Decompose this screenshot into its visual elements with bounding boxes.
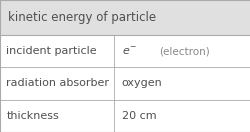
Bar — [0, 35, 250, 67]
Bar — [0, 67, 250, 100]
Text: $\mathit{e}^{-}$: $\mathit{e}^{-}$ — [121, 46, 136, 57]
Text: oxygen: oxygen — [121, 79, 162, 88]
Text: radiation absorber: radiation absorber — [6, 79, 109, 88]
Bar — [0, 0, 250, 35]
Text: incident particle: incident particle — [6, 46, 96, 56]
Bar — [0, 100, 250, 132]
Text: kinetic energy of particle: kinetic energy of particle — [8, 11, 155, 24]
Text: 20 cm: 20 cm — [121, 111, 156, 121]
Text: thickness: thickness — [6, 111, 59, 121]
Text: (electron): (electron) — [159, 46, 209, 56]
